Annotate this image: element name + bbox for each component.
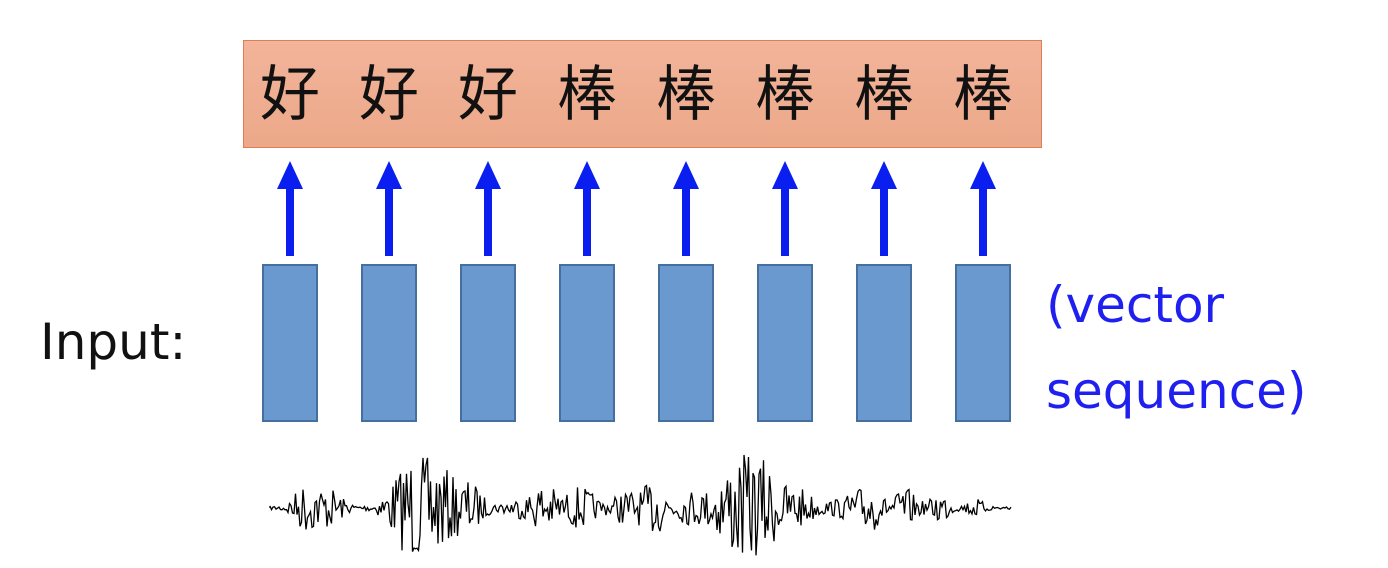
vector-sequence-label: (vector	[1046, 276, 1225, 334]
input-vector	[460, 264, 516, 422]
arrow-up-icon	[772, 161, 798, 256]
input-vector	[658, 264, 714, 422]
arrow-up-icon	[970, 161, 996, 256]
output-token: 棒	[854, 60, 914, 130]
arrow-up-icon	[673, 161, 699, 256]
input-vector	[856, 264, 912, 422]
output-token: 好	[359, 60, 419, 130]
input-vector	[361, 264, 417, 422]
arrow-up-icon	[871, 161, 897, 256]
input-vector	[757, 264, 813, 422]
arrow-up-icon	[475, 161, 501, 256]
output-token-box	[243, 40, 1042, 148]
output-token: 好	[458, 60, 518, 130]
vector-sequence-label: sequence)	[1046, 362, 1307, 420]
output-token: 棒	[953, 60, 1013, 130]
arrow-up-icon	[376, 161, 402, 256]
input-vector	[262, 264, 318, 422]
output-token: 好	[260, 60, 320, 130]
output-token: 棒	[557, 60, 617, 130]
output-token: 棒	[656, 60, 716, 130]
input-vector	[559, 264, 615, 422]
arrow-up-icon	[277, 161, 303, 256]
audio-waveform-trace	[269, 454, 1012, 556]
arrow-up-icon	[574, 161, 600, 256]
output-token: 棒	[755, 60, 815, 130]
input-label: Input:	[40, 313, 187, 371]
input-vector	[955, 264, 1011, 422]
